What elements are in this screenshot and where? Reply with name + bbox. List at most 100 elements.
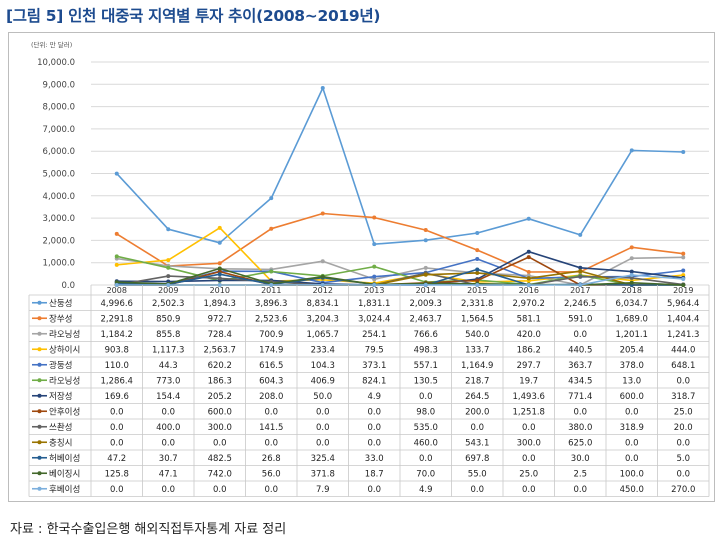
data-point: [218, 226, 222, 230]
table-cell: 300.0: [208, 423, 232, 433]
x-tick-label: 2012: [313, 286, 333, 295]
data-point: [424, 238, 428, 242]
table-cell: 26.8: [262, 454, 281, 464]
table-cell: 0.0: [367, 408, 381, 418]
table-cell: 742.0: [208, 470, 232, 480]
table-cell: 373.1: [362, 361, 386, 371]
table-cell: 4.9: [367, 392, 381, 402]
table-cell: 3,024.4: [358, 315, 390, 325]
table-cell: 1,164.9: [461, 361, 493, 371]
legend-marker: [38, 409, 42, 413]
table-cell: 625.0: [568, 439, 592, 449]
data-point: [527, 250, 531, 254]
data-point: [218, 241, 222, 245]
table-cell: 19.7: [519, 377, 538, 387]
y-tick-label: 8,000.0: [43, 103, 75, 113]
table-cell: 1,065.7: [307, 330, 339, 340]
data-point: [321, 259, 325, 263]
table-cell: 141.5: [259, 423, 283, 433]
table-cell: 543.1: [465, 439, 489, 449]
legend-label: 허베이성: [49, 453, 80, 464]
table-cell: 728.4: [208, 330, 232, 340]
table-cell: 318.7: [671, 392, 695, 402]
table-cell: 25.0: [519, 470, 538, 480]
table-cell: 2,563.7: [204, 346, 236, 356]
y-tick-label: 5,000.0: [43, 170, 75, 180]
table-cell: 450.0: [620, 485, 644, 495]
table-cell: 1,201.1: [616, 330, 648, 340]
data-point: [681, 252, 685, 256]
table-cell: 0.0: [419, 392, 433, 402]
table-cell: 0.0: [161, 439, 175, 449]
table-cell: 318.9: [620, 423, 644, 433]
legend-marker: [38, 471, 42, 475]
chart-frame: 0.0 1,000.0 2,000.0 3,000.0 4,000.0 5,000.0 6,…: [8, 32, 715, 502]
y-tick-label: 0.0: [61, 281, 75, 291]
data-point: [681, 277, 685, 281]
table-cell: 0.0: [213, 485, 227, 495]
data-point: [372, 275, 376, 279]
legend-marker: [38, 487, 42, 491]
data-point: [424, 266, 428, 270]
table-cell: 600.0: [208, 408, 232, 418]
table-cell: 169.6: [105, 392, 129, 402]
table-cell: 420.0: [517, 330, 541, 340]
table-cell: 50.0: [313, 392, 332, 402]
table-cell: 0.0: [316, 439, 330, 449]
table-cell: 20.0: [674, 423, 693, 433]
table-cell: 13.0: [622, 377, 641, 387]
table-cell: 0.0: [676, 470, 690, 480]
table-cell: 616.5: [259, 361, 283, 371]
table-cell: 2,970.2: [513, 299, 545, 309]
x-tick-label: 2010: [210, 286, 230, 295]
data-point: [424, 228, 428, 232]
table-cell: 1,184.2: [101, 330, 133, 340]
table-cell: 30.7: [159, 454, 178, 464]
table-cell: 300.0: [517, 439, 541, 449]
table-cell: 130.5: [414, 377, 438, 387]
table-cell: 264.5: [465, 392, 489, 402]
table-cell: 771.4: [568, 392, 592, 402]
table-cell: 3,204.3: [307, 315, 339, 325]
x-tick-label: 2008: [107, 286, 127, 295]
table-cell: 0.0: [316, 423, 330, 433]
table-cell: 380.0: [568, 423, 592, 433]
table-cell: 434.5: [568, 377, 592, 387]
table-cell: 903.8: [105, 346, 129, 356]
table-cell: 0.0: [264, 485, 278, 495]
legend-label: 광둥성: [49, 360, 72, 371]
table-cell: 371.8: [311, 470, 335, 480]
x-tick-label: 2011: [261, 286, 281, 295]
table-cell: 30.0: [571, 454, 590, 464]
data-point: [321, 212, 325, 216]
legend-label: 안후이성: [49, 407, 80, 418]
table-cell: 208.0: [259, 392, 283, 402]
x-tick-label: 2013: [364, 286, 384, 295]
table-cell: 0.0: [625, 439, 639, 449]
table-cell: 0.0: [470, 423, 484, 433]
table-cell: 205.4: [620, 346, 644, 356]
data-point: [475, 231, 479, 235]
table-cell: 0.0: [625, 408, 639, 418]
legend-marker: [38, 316, 42, 320]
table-cell: 1,689.0: [616, 315, 648, 325]
x-tick-label: 2019: [673, 286, 693, 295]
table-cell: 540.0: [465, 330, 489, 340]
data-point: [166, 266, 170, 270]
table-cell: 460.0: [414, 439, 438, 449]
x-tick-label: 2018: [622, 286, 642, 295]
data-point: [578, 233, 582, 237]
data-point: [475, 267, 479, 271]
table-cell: 697.8: [465, 454, 489, 464]
table-cell: 0.0: [573, 408, 587, 418]
table-cell: 297.7: [517, 361, 541, 371]
legend-label: 상하이시: [49, 345, 80, 356]
table-cell: 0.0: [573, 330, 587, 340]
legend-marker: [38, 347, 42, 351]
table-cell: 47.1: [159, 470, 178, 480]
y-tick-label: 7,000.0: [43, 125, 75, 135]
table-cell: 254.1: [362, 330, 386, 340]
data-point: [424, 273, 428, 277]
data-point: [527, 270, 531, 274]
legend-marker: [38, 394, 42, 398]
